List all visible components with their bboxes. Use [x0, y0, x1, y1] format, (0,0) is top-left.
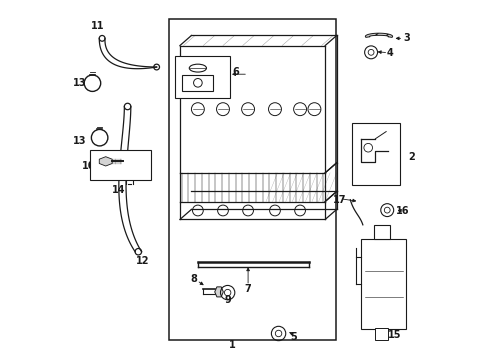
Polygon shape: [214, 287, 223, 297]
Bar: [90, 149, 151, 180]
Text: 1: 1: [228, 340, 235, 350]
Bar: [169, 19, 335, 339]
Text: 16: 16: [395, 206, 409, 216]
Bar: [174, 56, 230, 98]
Text: 4: 4: [386, 48, 393, 58]
Bar: [361, 239, 406, 329]
Text: 13: 13: [73, 136, 86, 145]
Text: 7: 7: [244, 284, 251, 294]
Text: 14: 14: [111, 185, 125, 195]
Bar: [373, 225, 389, 239]
Text: 2: 2: [407, 152, 414, 162]
Text: 8: 8: [190, 274, 197, 284]
Text: 10: 10: [81, 161, 95, 171]
Polygon shape: [99, 157, 112, 166]
Bar: [374, 328, 387, 339]
Text: 13: 13: [73, 78, 86, 88]
Text: 5: 5: [290, 332, 297, 342]
Text: 6: 6: [232, 67, 239, 77]
Text: 9: 9: [224, 295, 230, 305]
Text: 12: 12: [135, 256, 149, 266]
Text: 3: 3: [403, 33, 409, 43]
Text: 15: 15: [387, 330, 401, 340]
Polygon shape: [365, 33, 392, 37]
Bar: [126, 175, 131, 179]
Text: 4: 4: [373, 166, 380, 176]
Bar: [351, 123, 400, 185]
Text: 11: 11: [91, 21, 104, 31]
Text: 17: 17: [332, 195, 346, 205]
